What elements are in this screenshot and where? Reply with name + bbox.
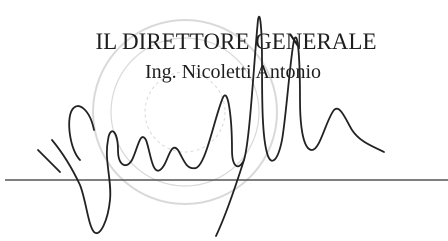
title: IL DIRETTORE GENERALE	[95, 29, 376, 54]
signer-name: Ing. Nicoletti Antonio	[145, 61, 321, 83]
signature-document: IL DIRETTORE GENERALE Ing. Nicoletti Ant…	[0, 0, 448, 241]
page: IL DIRETTORE GENERALE Ing. Nicoletti Ant…	[0, 0, 448, 241]
